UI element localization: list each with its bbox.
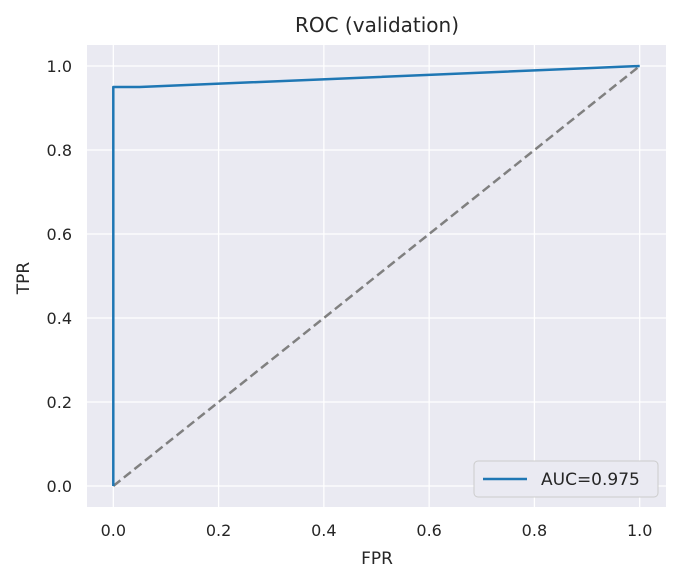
roc-curve-line (112, 64, 640, 486)
x-tick-label: 0.8 (522, 521, 547, 540)
x-tick-labels: 0.0 0.2 0.4 0.6 0.8 1.0 (101, 521, 653, 540)
chart-title: ROC (validation) (295, 13, 459, 37)
y-tick-label: 0.0 (47, 477, 72, 496)
series-lines (112, 64, 641, 487)
legend-label: AUC=0.975 (541, 470, 640, 490)
y-tick-label: 0.2 (47, 393, 72, 412)
y-tick-label: 0.8 (47, 141, 72, 160)
x-axis-label: FPR (361, 549, 393, 569)
legend-box (473, 460, 659, 498)
x-tick-label: 1.0 (627, 521, 652, 540)
y-tick-labels: 0.0 0.2 0.4 0.6 0.8 1.0 (47, 57, 72, 496)
y-tick-label: 0.4 (47, 309, 72, 328)
y-tick-label: 1.0 (47, 57, 72, 76)
y-tick-label: 0.6 (47, 225, 72, 244)
x-tick-label: 0.2 (206, 521, 231, 540)
x-tick-label: 0.4 (311, 521, 336, 540)
y-axis-label: TPR (14, 262, 34, 296)
legend: AUC=0.975 (473, 460, 659, 498)
x-tick-label: 0.6 (416, 521, 441, 540)
chance-diagonal-line (112, 65, 641, 487)
grid (87, 45, 666, 507)
x-tick-label: 0.0 (101, 521, 126, 540)
